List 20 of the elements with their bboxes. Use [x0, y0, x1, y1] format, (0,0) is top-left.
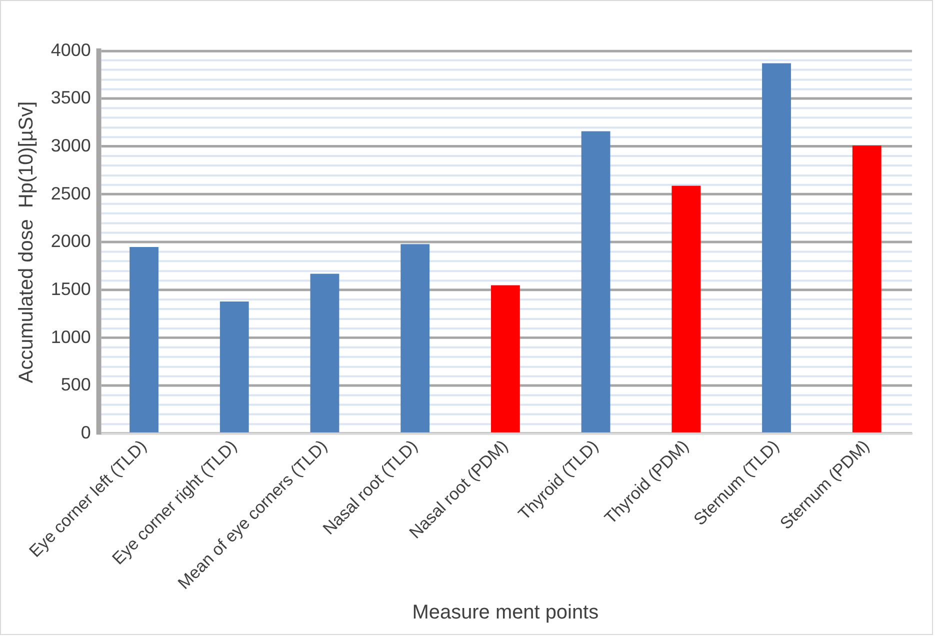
y-tick-label: 2500 [50, 183, 91, 204]
y-tick-label: 500 [60, 374, 91, 395]
y-tick-label: 0 [80, 422, 91, 443]
bar [130, 246, 158, 432]
y-tick-label: 1000 [50, 326, 91, 347]
y-tick-label: 4000 [50, 40, 91, 60]
bar [672, 186, 701, 432]
bar [852, 146, 882, 432]
bar [490, 285, 520, 432]
y-tick-label: 3000 [50, 135, 91, 156]
y-axis-title: Accumulated dose Hp(10)[µSv] [15, 101, 38, 384]
bar [400, 244, 430, 432]
x-axis-title: Measure ment points [412, 602, 599, 624]
bar [762, 63, 791, 432]
y-tick-label: 1500 [50, 279, 91, 299]
y-tick-label: 2000 [50, 231, 91, 252]
y-tick-label: 3500 [50, 88, 91, 108]
bar [581, 131, 610, 432]
bar [310, 274, 340, 432]
bar [220, 302, 249, 432]
